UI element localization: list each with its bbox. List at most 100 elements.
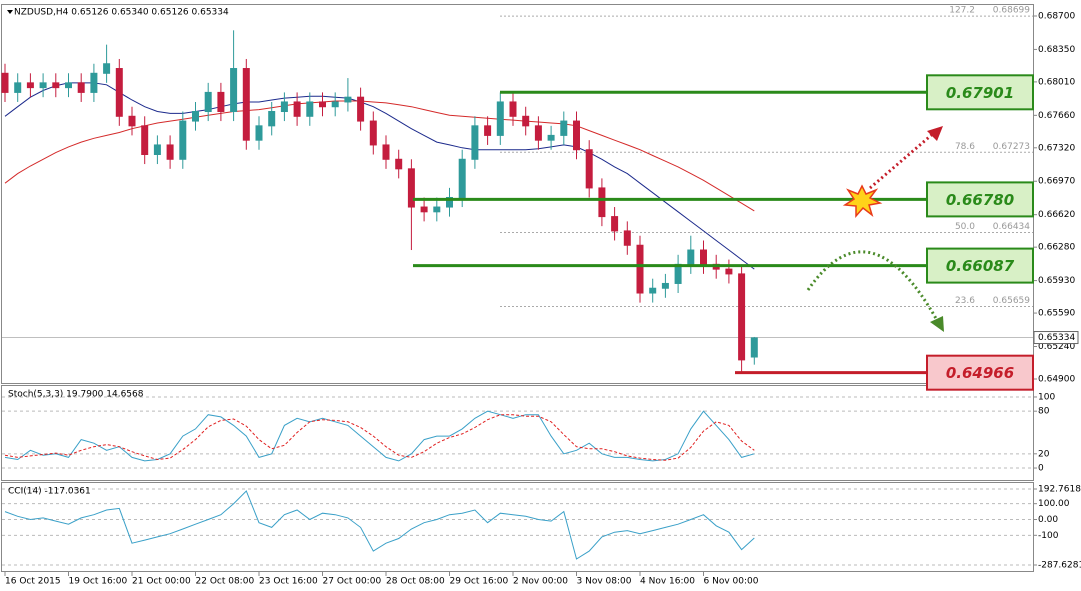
cci-header: CCI(14) -117.0361 xyxy=(8,487,91,497)
candle-body xyxy=(700,249,707,265)
candle-body xyxy=(293,101,301,117)
candle-body xyxy=(141,125,149,155)
y-tick-label: 0.66280 xyxy=(1038,243,1075,253)
level-label: 0.66087 xyxy=(946,257,1015,275)
candle-body xyxy=(357,96,365,122)
y-tick-label: -100 xyxy=(1038,531,1059,541)
x-tick-label: 23 Oct 16:00 xyxy=(259,577,318,587)
candle-body xyxy=(725,268,733,275)
candle-body xyxy=(496,101,504,136)
candle-body xyxy=(674,263,682,284)
candle-body xyxy=(26,82,34,89)
level-label: 0.66780 xyxy=(946,191,1014,209)
candle-body xyxy=(420,206,428,213)
candle-body xyxy=(331,101,339,108)
y-tick-label: 0.00 xyxy=(1038,515,1058,525)
candle-body xyxy=(115,68,123,117)
fib-ratio: 78.6 xyxy=(955,142,975,152)
x-tick-label: 19 Oct 16:00 xyxy=(69,577,128,587)
x-tick-label: 27 Oct 00:00 xyxy=(323,577,382,587)
y-tick-label: 0.65240 xyxy=(1038,342,1075,352)
green-arrow xyxy=(806,250,940,323)
red-arrowhead xyxy=(927,126,943,141)
candle-body xyxy=(433,206,441,213)
candle-body xyxy=(319,101,326,108)
candle-body xyxy=(585,149,593,189)
candle-body xyxy=(14,82,22,93)
candle-body xyxy=(471,125,479,160)
candle-body xyxy=(636,244,644,294)
fib-price: 0.67273 xyxy=(993,142,1030,152)
candle-body xyxy=(90,72,98,93)
candle-body xyxy=(395,158,403,170)
candle-body xyxy=(255,125,263,141)
candle-body xyxy=(738,273,746,361)
level-box xyxy=(926,354,1034,391)
fib-ratio: 23.6 xyxy=(955,296,975,306)
candle-body xyxy=(369,120,377,146)
y-tick-label: 192.7618 xyxy=(1038,485,1081,495)
y-tick-label: 0.65590 xyxy=(1038,309,1075,319)
candle-body xyxy=(750,337,758,358)
candle-body xyxy=(166,144,174,160)
series-line xyxy=(4,82,755,270)
x-tick-label: 28 Oct 08:00 xyxy=(386,577,445,587)
candle-body xyxy=(179,120,187,160)
y-tick-label: 80 xyxy=(1038,407,1050,417)
x-tick-label: 6 Nov 00:00 xyxy=(704,577,759,587)
y-tick-label: -287.6281 xyxy=(1038,561,1081,571)
candle-body xyxy=(534,125,542,141)
x-tick-label: 29 Oct 16:00 xyxy=(450,577,509,587)
candle-body xyxy=(52,82,60,89)
candle-body xyxy=(230,68,238,113)
fib-price: 0.65659 xyxy=(993,296,1030,306)
y-tick-label: 0.66620 xyxy=(1038,210,1075,220)
candle-body xyxy=(268,111,276,127)
level-box xyxy=(926,74,1034,111)
y-tick-label: 0.68700 xyxy=(1038,11,1075,21)
y-tick-label: 0.65930 xyxy=(1038,276,1075,286)
candle-body xyxy=(522,115,530,127)
level-box xyxy=(926,181,1034,218)
level-box xyxy=(926,247,1034,284)
x-tick-label: 4 Nov 16:00 xyxy=(640,577,695,587)
cci-panel xyxy=(1,482,1034,572)
candle-body xyxy=(39,82,47,89)
candle-body xyxy=(344,96,352,103)
candle-body xyxy=(65,82,72,89)
y-tick-label: 0.67660 xyxy=(1038,111,1075,121)
candle-body xyxy=(103,63,111,74)
fib-price: 0.68699 xyxy=(993,6,1030,16)
last-price-label: 0.65334 xyxy=(1038,333,1075,343)
y-tick-label: 100.00 xyxy=(1038,499,1070,509)
y-tick-label: 0.68010 xyxy=(1038,77,1075,87)
candle-body xyxy=(687,249,695,265)
y-tick-label: 0 xyxy=(1038,464,1044,474)
candle-body xyxy=(547,134,555,141)
candle-body xyxy=(573,120,580,151)
candle-body xyxy=(598,187,606,218)
candle-body xyxy=(204,91,212,113)
annotations xyxy=(806,126,944,332)
series-line xyxy=(4,100,755,212)
candle-body xyxy=(560,120,568,136)
candle-body xyxy=(446,196,453,208)
series-line xyxy=(4,410,755,462)
level-label: 0.64966 xyxy=(946,364,1014,382)
y-tick-label: 0.64900 xyxy=(1038,374,1075,384)
stoch-panel xyxy=(1,385,1034,481)
candle-body xyxy=(458,158,466,198)
candle-body xyxy=(661,282,669,289)
candle-body xyxy=(623,230,631,246)
x-tick-label: 16 Oct 2015 xyxy=(5,577,61,587)
y-tick-label: 0.68350 xyxy=(1038,45,1075,55)
series-line xyxy=(4,414,755,461)
stoch-header: Stoch(5,3,3) 19.7900 14.6568 xyxy=(8,390,144,400)
explosion-icon xyxy=(842,184,883,218)
candle-body xyxy=(77,82,85,93)
candle-body xyxy=(407,168,415,208)
y-tick-label: 20 xyxy=(1038,449,1050,459)
fib-price: 0.66434 xyxy=(993,222,1030,232)
fib-ratio: 127.2 xyxy=(949,6,975,16)
